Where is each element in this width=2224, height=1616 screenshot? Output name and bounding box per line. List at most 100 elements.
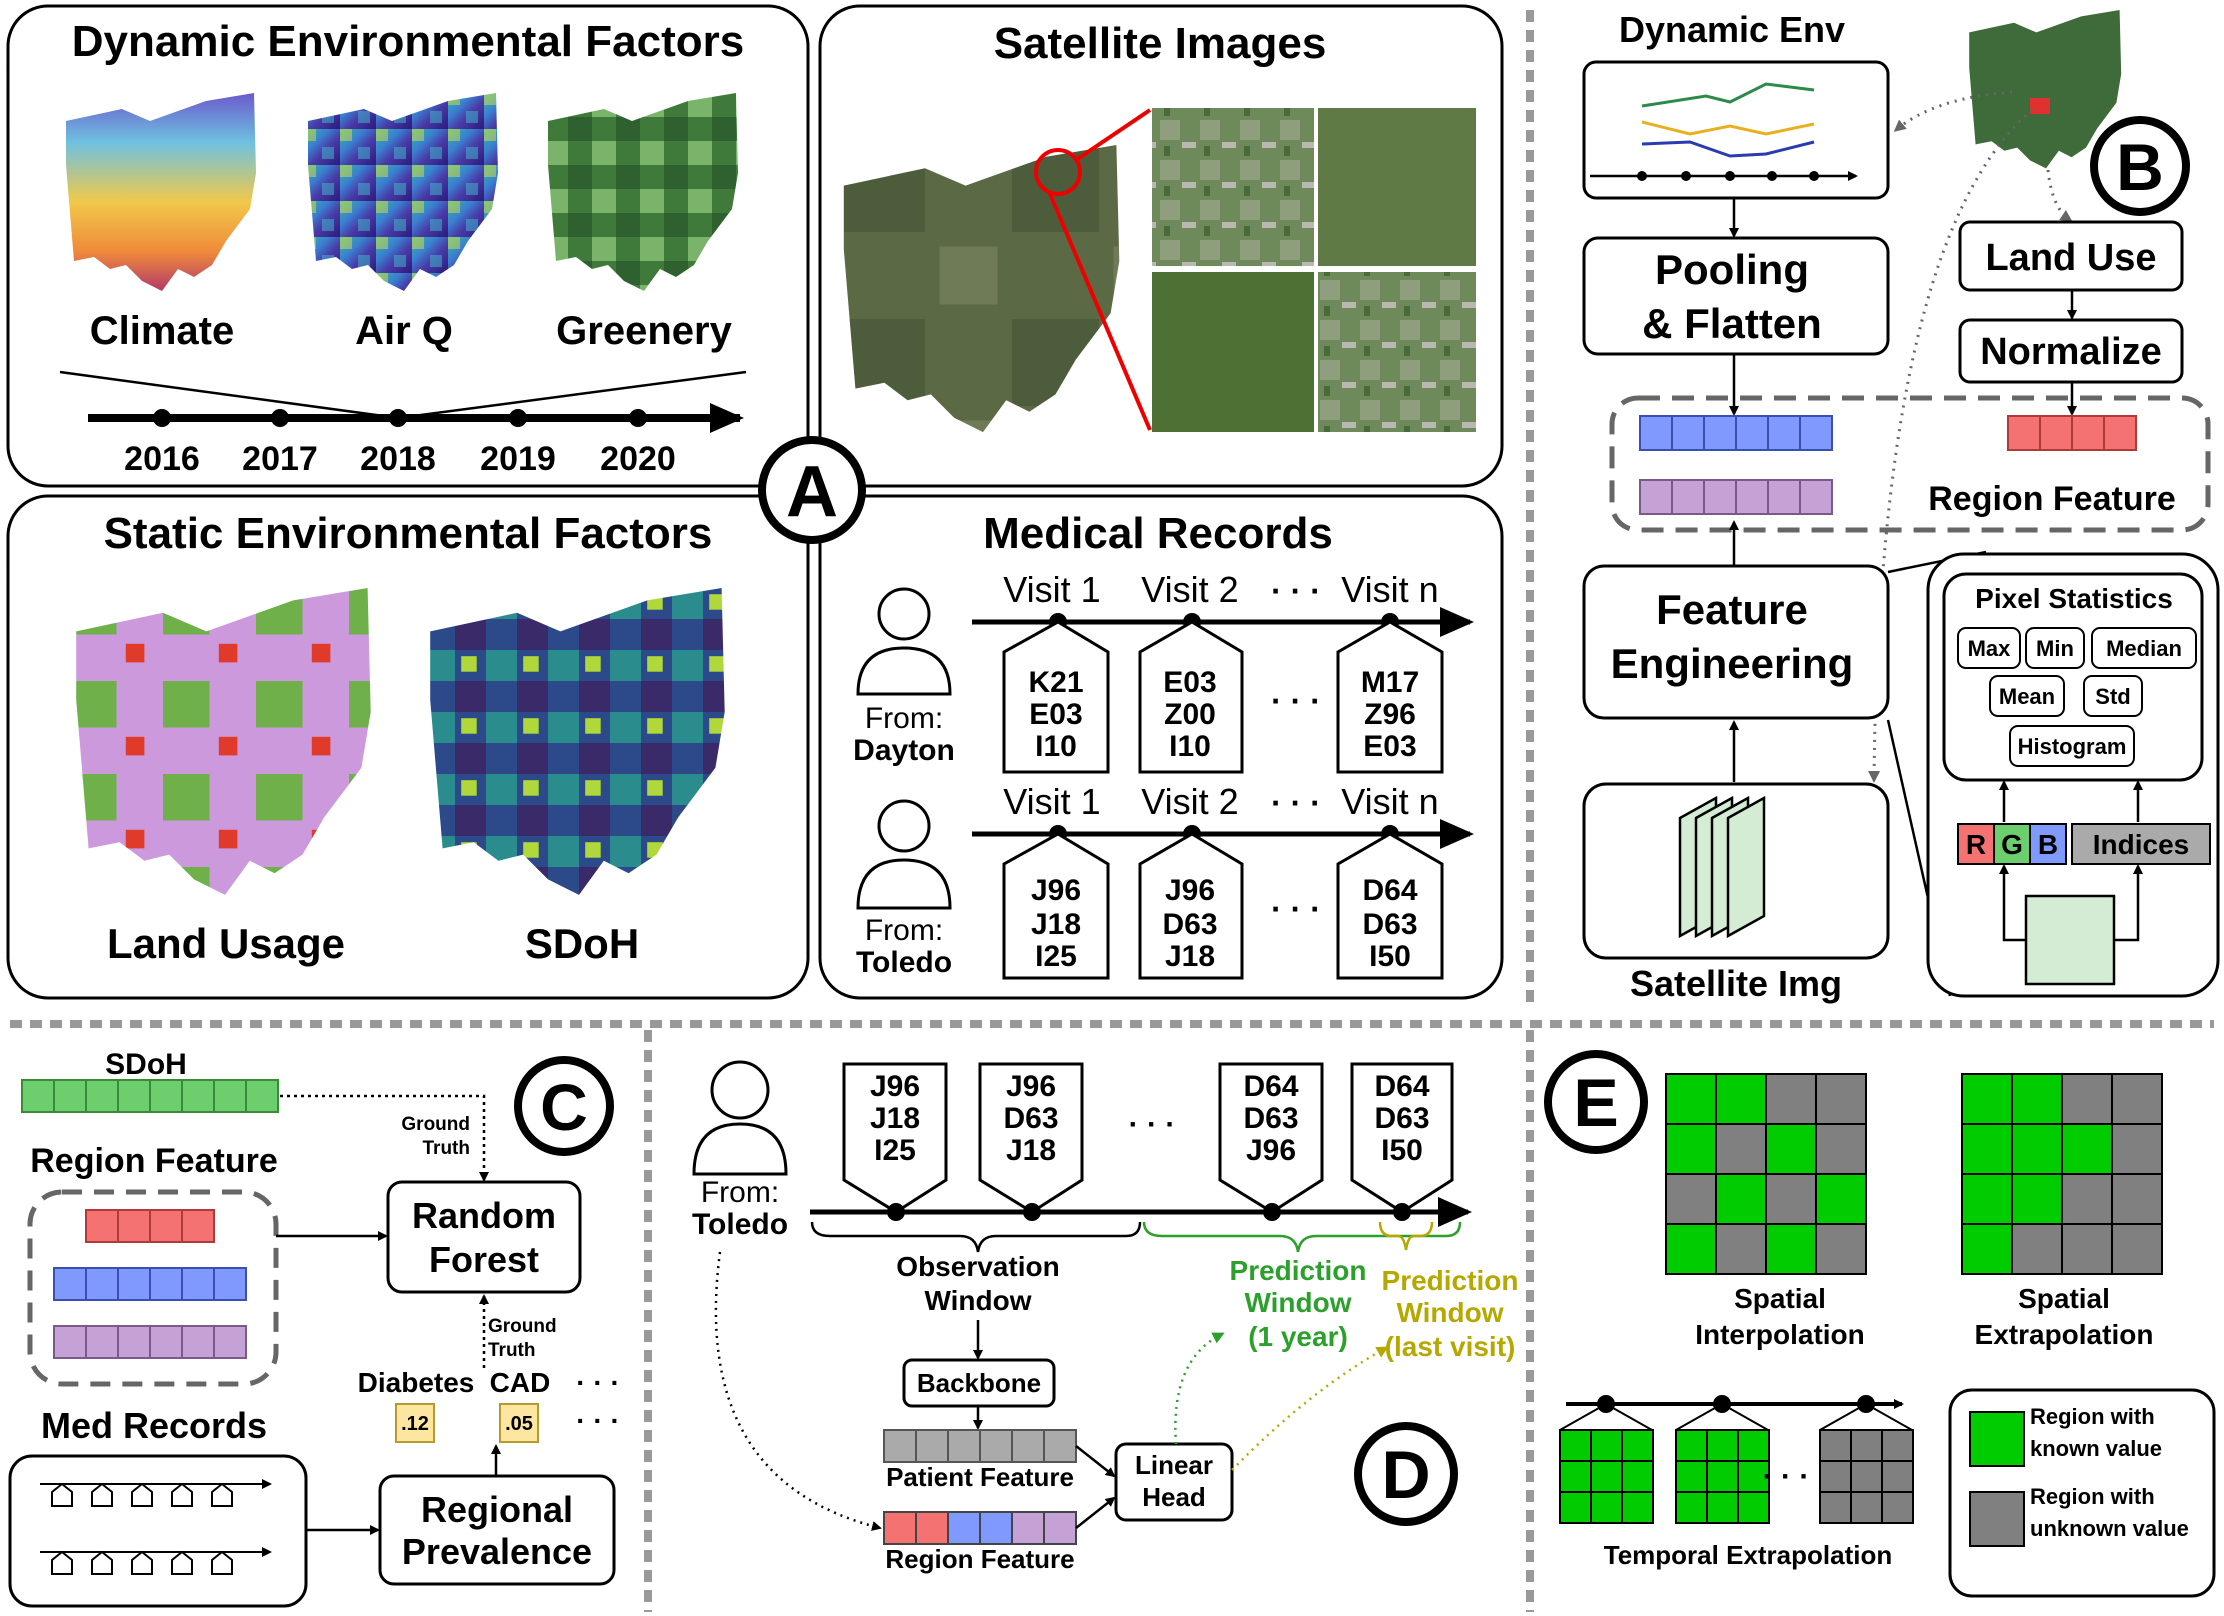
known-region-cell: [1621, 1491, 1654, 1524]
feature-vector-purple: [1639, 479, 1833, 515]
regional-prevalence-label: Prevalence: [402, 1531, 592, 1572]
ground-truth-label: Truth: [488, 1340, 536, 1361]
visit-label: Visit 1: [1003, 569, 1100, 610]
zoom-line: [1074, 108, 1152, 162]
icd-code: J18: [1006, 1134, 1056, 1167]
channel-r: [1957, 823, 1995, 865]
land-use-label: Land Use: [1985, 237, 2156, 279]
pixel-stats-title: Pixel Statistics: [1975, 583, 2173, 614]
spatial-extrapolation-grid: [1961, 1073, 2163, 1275]
zoom-line: [1559, 1403, 1607, 1431]
disease-label: CAD: [490, 1367, 551, 1398]
panel-a-badge: [758, 436, 866, 544]
known-region-cell: [1961, 1223, 2013, 1275]
satellite-state-map: [843, 145, 1120, 433]
dotted-arrow: [714, 1251, 882, 1531]
known-region-cell: [1961, 1123, 2013, 1175]
icd-code: M17: [1361, 666, 1419, 699]
known-region-cell: [1706, 1429, 1739, 1462]
dynamic-env-label: Dynamic Env: [1619, 9, 1845, 50]
unknown-region-cell: [1881, 1429, 1914, 1462]
known-region-cell: [1706, 1491, 1739, 1524]
zoom-line: [1865, 1403, 1913, 1431]
region-feature-label: Region Feature: [30, 1142, 277, 1180]
random-forest-label: Forest: [429, 1239, 539, 1280]
city-label: Toledo: [692, 1208, 788, 1241]
icd-code: J96: [1031, 874, 1081, 907]
legend-known-swatch: [1969, 1411, 2025, 1467]
known-region-cell: [1590, 1429, 1623, 1462]
known-region-cell: [1675, 1491, 1708, 1524]
med-records-label: Med Records: [41, 1405, 267, 1446]
unknown-region-cell: [1815, 1073, 1867, 1125]
spatial-interp-label: Interpolation: [1695, 1319, 1865, 1350]
from-label: From:: [865, 702, 943, 735]
known-region-cell: [1675, 1460, 1708, 1493]
panel-c-badge-label: C: [540, 1070, 588, 1144]
known-region-cell: [2011, 1173, 2063, 1225]
visit-label: Visit 2: [1141, 569, 1238, 610]
icd-code: J18: [870, 1102, 920, 1135]
observation-brace: [810, 1221, 1142, 1253]
known-region-cell: [1706, 1460, 1739, 1493]
zoom-line-left: [59, 370, 399, 420]
known-region-cell: [1621, 1429, 1654, 1462]
series-line-green: [1641, 82, 1815, 108]
known-region-cell: [2061, 1123, 2113, 1175]
icd-code: I25: [1035, 940, 1077, 973]
panel-d: From: Toledo J96 J18 I25 J96 D63 J18 D64…: [692, 1060, 1518, 1574]
unknown-region-cell: [2011, 1223, 2063, 1275]
icd-code: D63: [1243, 1102, 1298, 1135]
icd-code: D64: [1243, 1070, 1298, 1103]
ellipsis: · · ·: [1271, 573, 1321, 609]
visit-label: Visit 2: [1141, 781, 1238, 822]
panel-e-badge-label: E: [1573, 1065, 1618, 1141]
climate-label: Climate: [90, 309, 235, 353]
backbone-label: Backbone: [917, 1368, 1041, 1398]
ellipsis: · · ·: [1271, 683, 1321, 719]
panel-c: SDoH Ground Truth C Region Feature Rando…: [8, 1048, 620, 1608]
icd-code: D64: [1362, 874, 1417, 907]
dynamic-env-box: [6, 4, 810, 488]
panel-c-badge: [514, 1056, 614, 1156]
known-region-cell: [1665, 1073, 1717, 1125]
patient-toledo: From: Toledo Visit 1 Visit 2 · · · Visit…: [856, 781, 1474, 980]
unknown-region-cell: [1819, 1429, 1852, 1462]
known-region-cell: [1737, 1491, 1770, 1524]
prevalence-value: .12: [401, 1413, 429, 1435]
panel-b: Dynamic Env Pooling & Flatten B Land Use…: [1582, 9, 2220, 1004]
code-tags: [1002, 620, 1444, 774]
feature-vector-purple: [53, 1325, 247, 1359]
patient-feature-vector: [883, 1429, 1077, 1463]
sdoh-label: SDoH: [105, 1048, 187, 1081]
region-feature-label: Region Feature: [885, 1544, 1074, 1574]
legend-unknown-swatch: [1969, 1491, 2025, 1547]
known-region-cell: [1559, 1491, 1592, 1524]
climate-map: [66, 93, 256, 291]
ground-truth-arrow: [280, 1094, 489, 1182]
prevalence-value: .05: [505, 1413, 533, 1435]
unknown-region-cell: [1881, 1491, 1914, 1524]
known-region-cell: [1765, 1123, 1817, 1175]
channel-g-label: G: [2001, 829, 2023, 860]
ellipsis: · · ·: [576, 1367, 620, 1398]
selected-region: [2030, 98, 2050, 114]
zoom-line: [1721, 1403, 1769, 1431]
medical-records-title: Medical Records: [983, 509, 1333, 558]
dotted-arrow: [2046, 169, 2073, 222]
prevalence-value-box: [499, 1403, 539, 1443]
unknown-region-cell: [2061, 1223, 2113, 1275]
person-icon: [856, 799, 952, 910]
zoom-line: [1048, 193, 1152, 431]
pooling-label: & Flatten: [1642, 300, 1822, 347]
stat-mean-box: [1989, 675, 2065, 717]
icd-code: J96: [1246, 1134, 1296, 1167]
city-label: Toledo: [856, 946, 952, 979]
land-usage-map: [76, 588, 371, 895]
code-tags: [842, 1062, 1454, 1214]
icd-code: K21: [1028, 666, 1083, 699]
unknown-region-cell: [1665, 1173, 1717, 1225]
linear-head-box: [1114, 1442, 1234, 1522]
unknown-region-cell: [2111, 1123, 2163, 1175]
random-forest-box: [386, 1180, 582, 1294]
